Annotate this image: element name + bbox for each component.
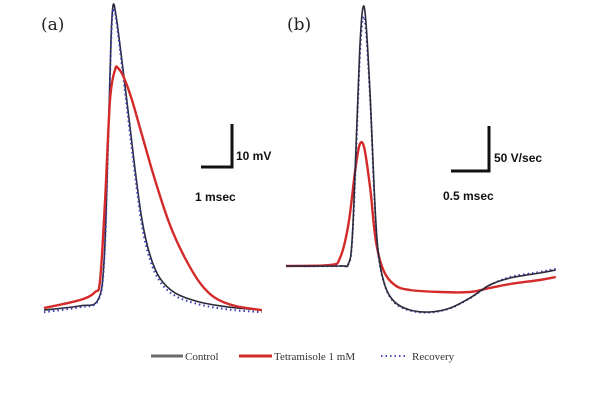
scale-bar-a-lines: [201, 124, 234, 169]
legend: Control Tetramisole 1 mM Recovery: [151, 351, 455, 363]
panel-a: [43, 3, 263, 314]
panel-label-b: (b): [287, 15, 311, 35]
scale-bar-a-y-label: 10 mV: [236, 149, 271, 163]
scale-bar-a: 10 mV 1 msec: [195, 124, 271, 204]
scale-bar-b-y-label: 50 V/sec: [494, 151, 542, 165]
trace-panel-b-control: [285, 5, 556, 313]
scale-bar-a-x-label: 1 msec: [195, 190, 236, 204]
trace-panel-a-control: [43, 3, 262, 311]
panel-b: [285, 5, 557, 314]
scale-bar-b: 50 V/sec 0.5 msec: [443, 126, 542, 203]
trace-panel-a-recovery: [43, 7, 262, 314]
trace-panel-a-tetramisole-1-mm: [43, 65, 263, 312]
legend-label-control: Control: [185, 351, 219, 363]
panel-label-a: (a): [41, 15, 64, 35]
legend-label-tetramisole: Tetramisole 1 mM: [274, 351, 355, 363]
scale-bar-b-x-label: 0.5 msec: [443, 189, 494, 203]
scale-bar-b-lines: [451, 126, 491, 173]
legend-label-recovery: Recovery: [412, 351, 455, 363]
